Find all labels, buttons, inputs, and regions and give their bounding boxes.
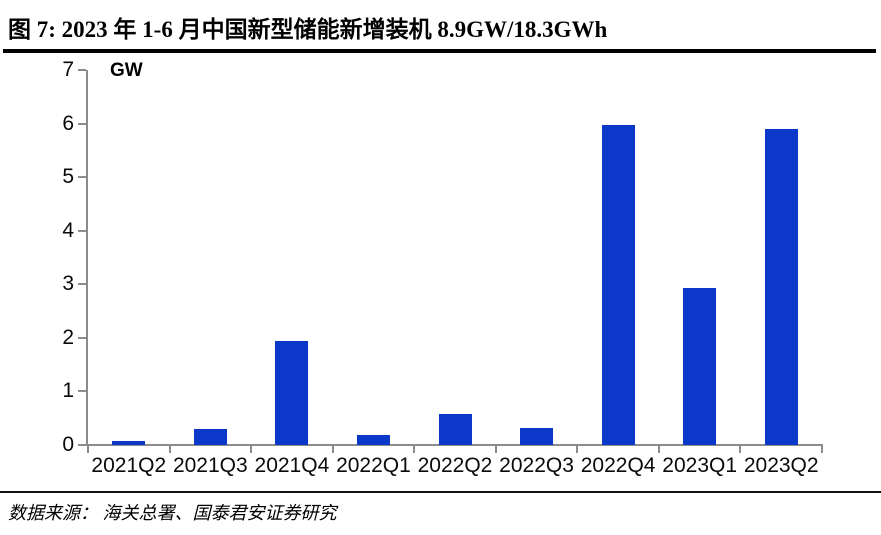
x-axis-tick-label: 2021Q3: [172, 454, 248, 477]
x-axis-tick: [87, 446, 89, 453]
x-axis-tick: [576, 446, 579, 453]
x-axis-tick-label: 2023Q1: [662, 454, 738, 477]
x-axis-tick: [657, 446, 660, 453]
x-axis-tick: [494, 446, 497, 453]
x-axis-tick: [739, 446, 742, 453]
y-axis-tick-label: 2: [62, 325, 74, 349]
bar-2022Q1: [356, 435, 390, 445]
x-axis-tick-label: 2022Q3: [499, 454, 574, 477]
y-axis-tick-label: 0: [62, 433, 74, 456]
bar-2021Q4: [275, 340, 309, 445]
y-axis-tick-label: 1: [62, 379, 74, 403]
y-axis-tick: [78, 122, 86, 125]
footer-divider: [0, 491, 881, 493]
y-axis-tick-label: 3: [62, 272, 74, 296]
y-axis-tick: [78, 390, 86, 393]
x-axis-tick: [331, 446, 334, 453]
y-axis-tick-label: 4: [62, 218, 74, 242]
y-axis-tick: [78, 283, 86, 286]
x-axis-tick-label: 2022Q2: [417, 454, 493, 477]
y-axis-tick-label: 6: [62, 111, 74, 135]
x-axis-tick-label: 2022Q1: [336, 454, 411, 477]
bar-2023Q2: [764, 128, 798, 445]
x-axis-tick: [250, 446, 253, 453]
figure-title: 图 7: 2023 年 1-6 月中国新型储能新增装机 8.9GW/18.3GW…: [8, 17, 608, 42]
x-axis-line: [86, 444, 823, 446]
y-axis-unit-label: GW: [110, 60, 143, 81]
y-axis-tick: [78, 444, 86, 446]
x-axis-tick: [168, 446, 171, 453]
x-axis-tick-label: 2023Q2: [743, 454, 819, 477]
y-axis-tick-label: 5: [62, 165, 74, 189]
bar-2022Q2: [438, 414, 472, 445]
bar-2021Q2: [112, 440, 146, 445]
y-axis-tick-label: 7: [62, 58, 74, 81]
bar-2022Q3: [520, 427, 554, 445]
y-axis-tick: [78, 336, 86, 339]
bar-2023Q1: [683, 288, 717, 445]
x-axis-tick-label: 2022Q4: [580, 454, 656, 477]
x-axis-tick: [413, 446, 416, 453]
y-axis-line: [86, 70, 88, 446]
title-underline: [3, 49, 876, 53]
bar-2021Q3: [193, 428, 227, 445]
x-axis-tick-label: 2021Q2: [91, 454, 167, 477]
y-axis-tick: [78, 69, 86, 71]
data-source-note: 数据来源： 海关总署、国泰君安证券研究: [8, 503, 337, 523]
y-axis-tick: [78, 229, 86, 232]
bar-2022Q4: [601, 125, 635, 445]
y-axis-tick: [78, 176, 86, 179]
x-axis-tick-label: 2021Q4: [254, 454, 330, 477]
x-axis-tick: [821, 446, 823, 453]
